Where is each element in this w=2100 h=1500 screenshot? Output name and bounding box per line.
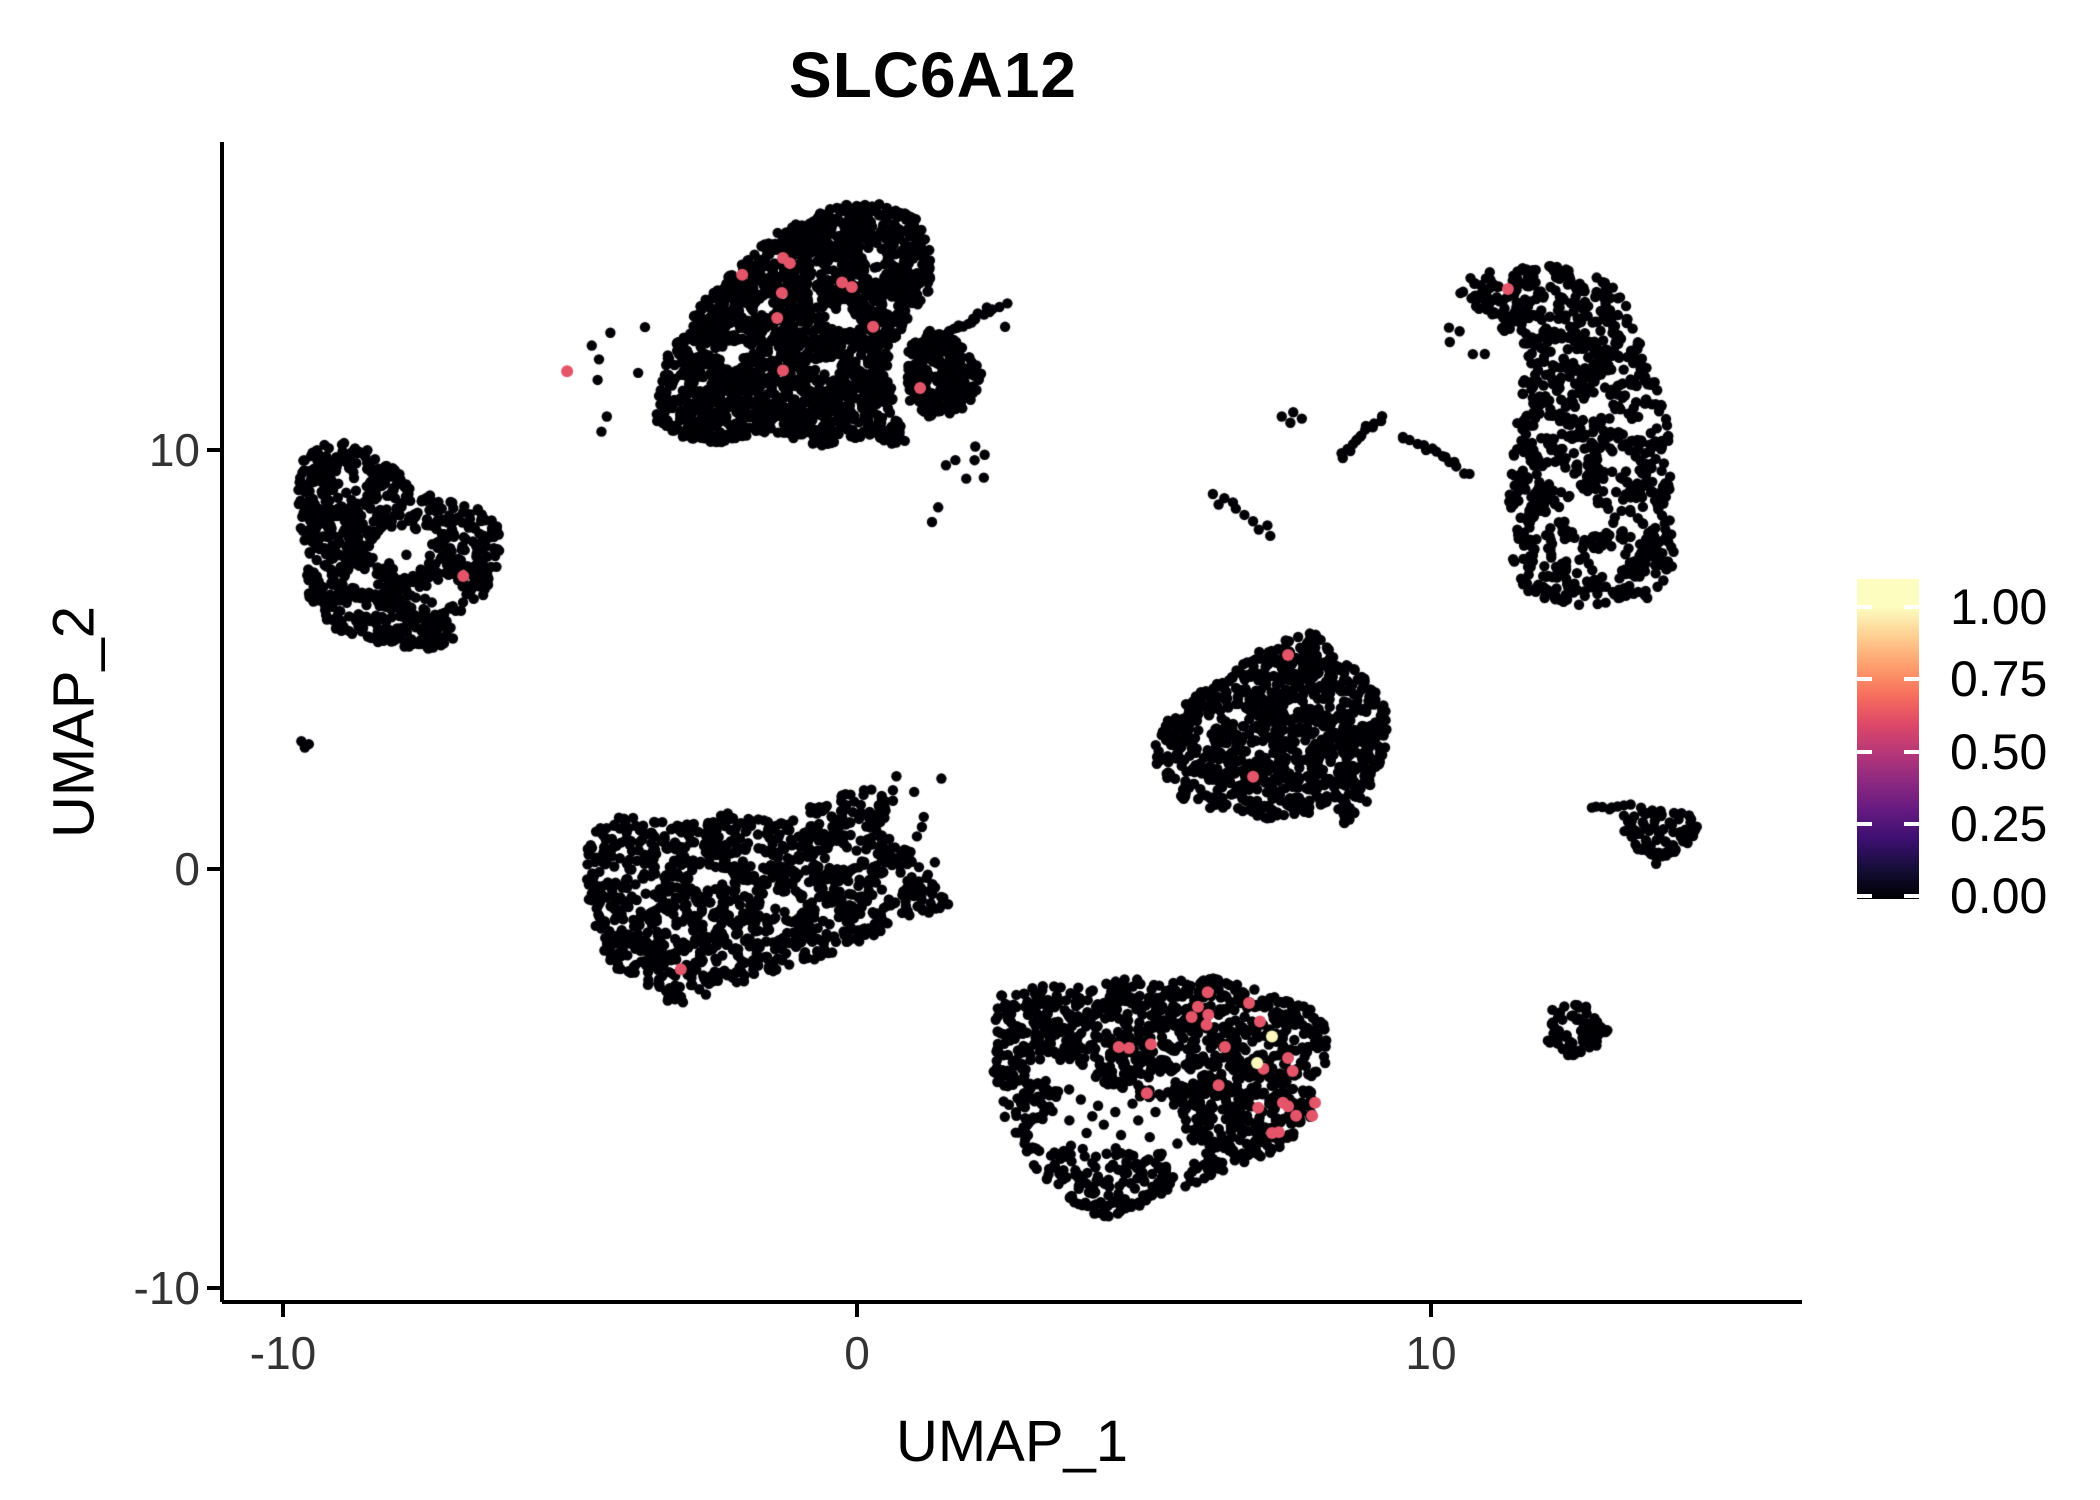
plot-title: SLC6A12 [789,39,1077,111]
colorbar-tick-label: 0.25 [1950,795,2048,852]
colorbar-tick-dash [1904,605,1919,609]
y-tick-label: 10 [148,424,200,476]
colorbar-tick-dash [1857,749,1872,754]
colorbar-tick-dash [1904,821,1919,826]
x-tick-label: 10 [1405,1327,1457,1379]
colorbar-tick-dash [1904,894,1919,898]
colorbar-tick-dash [1904,749,1919,754]
colorbar-tick-dash [1857,605,1872,609]
colorbar-tick-dash [1857,821,1872,826]
y-axis-title: UMAP_2 [41,605,107,839]
colorbar-tick-dash [1857,677,1872,682]
colorbar-tick-label: 0.50 [1950,723,2048,780]
x-tick-label: 0 [844,1327,870,1379]
colorbar-tick-label: 1.00 [1950,579,2048,635]
x-tick-label: -10 [249,1327,317,1379]
x-axis-title: UMAP_1 [895,1409,1129,1474]
y-tick-label: 0 [174,843,200,895]
y-tick-label: -10 [133,1262,200,1314]
colorbar-tick-dash [1857,894,1872,898]
colorbar-tick-label: 0.75 [1950,651,2048,708]
colorbar-tick-label: 0.00 [1950,868,2048,924]
colorbar-tick-dash [1904,677,1919,682]
expression-colorbar [1857,579,1919,899]
